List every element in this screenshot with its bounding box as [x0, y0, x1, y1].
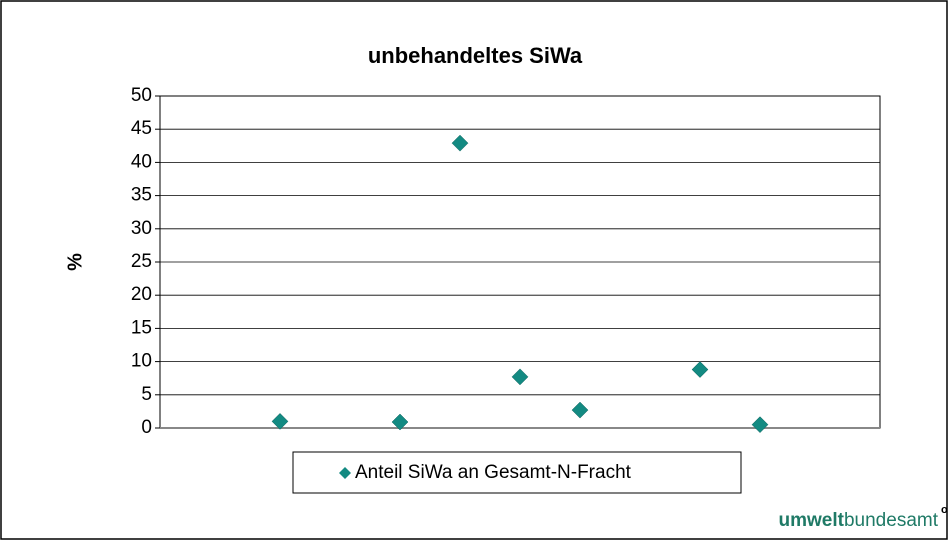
point [511, 368, 529, 386]
y-tick-label: 25 [131, 251, 152, 272]
chart-title: unbehandeltes SiWa [368, 43, 583, 68]
point [271, 413, 289, 430]
point [571, 401, 589, 419]
y-tick-label: 45 [131, 118, 152, 139]
y-tick-label: 15 [131, 317, 152, 338]
logo-rest: bundesamt [844, 510, 939, 531]
logo-bold: umwelt [779, 510, 845, 531]
legend-box [292, 451, 742, 494]
y-tick-label: 40 [131, 151, 152, 172]
y-tick-label: 30 [131, 218, 152, 239]
y-tick-label: 20 [131, 284, 152, 305]
y-axis-label: % [64, 253, 86, 271]
y-tick-label: 50 [131, 85, 152, 106]
logo: umweltbundesamt [779, 510, 939, 531]
y-tick-label: 35 [131, 185, 152, 206]
legend-label: Anteil SiWa an Gesamt-N-Fracht [355, 462, 632, 483]
y-tick-label: 0 [141, 417, 152, 438]
point [751, 416, 769, 434]
point [391, 413, 409, 431]
y-tick-label: 10 [131, 351, 152, 372]
point [691, 361, 709, 378]
y-tick-label: 5 [141, 384, 152, 405]
logo-mark: o [941, 504, 948, 516]
point [451, 134, 469, 152]
legend-marker [339, 467, 351, 479]
